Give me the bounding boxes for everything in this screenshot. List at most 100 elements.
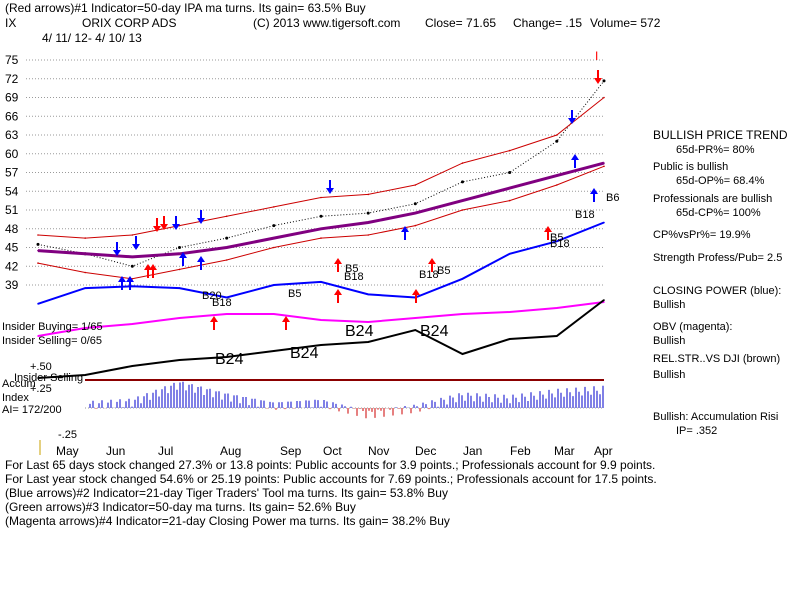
obv-label: OBV (magenta): xyxy=(653,321,732,333)
accum-tick-label: -.25 xyxy=(58,429,77,441)
closing-power-series-point xyxy=(178,287,181,289)
price-tick-label: 42 xyxy=(5,259,19,273)
lower-band-series-point xyxy=(84,271,86,274)
price-series-point xyxy=(461,180,464,184)
closing-power-value: Bullish xyxy=(653,299,685,311)
blue-arrow xyxy=(326,180,334,194)
b18-label: B18 xyxy=(575,209,595,221)
cpvspr-value: CP%vsPr%= 19.9% xyxy=(653,229,751,241)
month-label: May xyxy=(56,444,79,458)
blue-arrow xyxy=(571,154,579,168)
upper-band-series-point xyxy=(367,193,370,196)
ma-series-point xyxy=(225,246,228,249)
ma-series-point xyxy=(320,228,322,230)
footer: For Last 65 days stock changed 27.3% or … xyxy=(5,458,657,528)
relstr-value: Bullish xyxy=(653,369,685,381)
closing-power-series-point xyxy=(461,278,464,280)
accumulation-panel: +.50 +.25 -.25 xyxy=(30,361,604,441)
insider-buying: Insider Buying= 1/65 xyxy=(2,321,103,333)
date-range: 4/ 11/ 12- 4/ 10/ 13 xyxy=(42,31,142,45)
lower-band-series-point xyxy=(414,224,417,227)
ma-series-point xyxy=(37,249,39,252)
blue-arrow-head xyxy=(401,226,409,232)
relstr-series-point xyxy=(414,329,417,331)
month-axis: May Jun Jul Aug Sep Oct Nov Dec Jan Feb Mar Apr xyxy=(39,440,613,458)
obv-series-point xyxy=(320,319,322,321)
relstr-series-point xyxy=(508,338,511,340)
upper-band-series-point xyxy=(84,237,86,239)
relstr-series-point xyxy=(37,377,39,379)
price-tick-label: 66 xyxy=(5,109,19,123)
blue-arrow xyxy=(132,236,140,250)
blue-arrow xyxy=(179,252,187,266)
price-series-point xyxy=(413,202,417,206)
price-tick-label: 39 xyxy=(5,278,19,292)
footer-line-1: For Last 65 days stock changed 27.3% or … xyxy=(5,458,655,472)
blue-arrow-head xyxy=(172,224,180,230)
b20-label: B20 xyxy=(202,290,222,302)
blue-arrow-head xyxy=(197,256,205,262)
upper-band-series-point xyxy=(320,196,322,199)
b5-label: B5 xyxy=(550,232,563,244)
closing-power-label: CLOSING POWER (blue): xyxy=(653,285,781,297)
month-label: Dec xyxy=(415,444,436,458)
b24-label: B24 xyxy=(290,345,319,362)
obv-series-point xyxy=(178,317,181,319)
relstr-series-point xyxy=(461,353,464,355)
red-arrow-head xyxy=(282,316,290,322)
price-tick-label: 63 xyxy=(5,128,19,142)
closing-power-series-point xyxy=(603,221,605,224)
b18-label: B18 xyxy=(212,297,232,309)
lower-band-series-point xyxy=(273,246,275,249)
red-arrow xyxy=(282,316,290,330)
price-series-point xyxy=(555,139,559,143)
price-axis: 75 72 69 66 63 60 57 54 51 48 45 42 39 xyxy=(5,53,19,292)
red-arrow xyxy=(160,216,168,230)
accum-tick-label: +.50 xyxy=(30,361,52,373)
relstr-series-point xyxy=(603,299,605,301)
red-arrow-head xyxy=(594,78,602,84)
upper-band-series-point xyxy=(273,206,275,208)
lower-band-series-point xyxy=(603,165,605,168)
price-series-point xyxy=(178,246,181,249)
ai-value: AI= 172/200 xyxy=(2,404,62,416)
blue-arrow-head xyxy=(118,276,126,282)
blue-arrow-head xyxy=(197,218,205,224)
blue-arrow xyxy=(172,216,180,230)
copyright: (C) 2013 www.tigersoft.com xyxy=(253,16,400,30)
relstr-series-point xyxy=(273,350,275,352)
month-label: Mar xyxy=(554,444,575,458)
blue-arrow xyxy=(197,210,205,224)
blue-arrow xyxy=(126,276,134,290)
cp-value: 65d-CP%= 100% xyxy=(676,207,761,219)
change-value: Change= .15 xyxy=(513,16,582,30)
blue-arrow-head xyxy=(590,188,598,194)
lower-band-series-point xyxy=(225,259,228,261)
blue-arrow-head xyxy=(326,188,334,194)
blue-arrow xyxy=(197,256,205,270)
signal-annotations: B24 B24 B24 B24 B5 B5 B5 B5 B18 B18 B18 … xyxy=(202,49,619,368)
blue-arrow-head xyxy=(571,154,579,160)
closing-power-series-point xyxy=(273,284,275,286)
blue-arrow-head xyxy=(568,118,576,124)
insider-selling-label: Insider Selling xyxy=(14,372,83,384)
month-label: Nov xyxy=(368,444,389,458)
price-tick-label: 51 xyxy=(5,203,19,217)
ip-value: IP= .352 xyxy=(676,425,717,437)
obv-series-point xyxy=(367,321,370,323)
trend-title: BULLISH PRICE TREND xyxy=(653,128,788,142)
ma-series-point xyxy=(556,174,558,177)
closing-power-series-point xyxy=(508,253,511,255)
closing-power-series-point xyxy=(131,285,134,288)
price-tick-label: 48 xyxy=(5,222,19,236)
lower-band-series-point xyxy=(461,209,464,211)
b5-label: B5 xyxy=(437,265,450,277)
blue-arrow xyxy=(590,188,598,202)
price-series-point xyxy=(602,79,606,83)
insider-selling: Insider Selling= 0/65 xyxy=(2,335,102,347)
closing-power-series-point xyxy=(225,296,228,299)
red-arrow-head xyxy=(149,264,157,270)
red-arrow xyxy=(594,70,602,84)
footer-line-3: (Blue arrows)#2 Indicator=21-day Tiger T… xyxy=(5,486,448,500)
